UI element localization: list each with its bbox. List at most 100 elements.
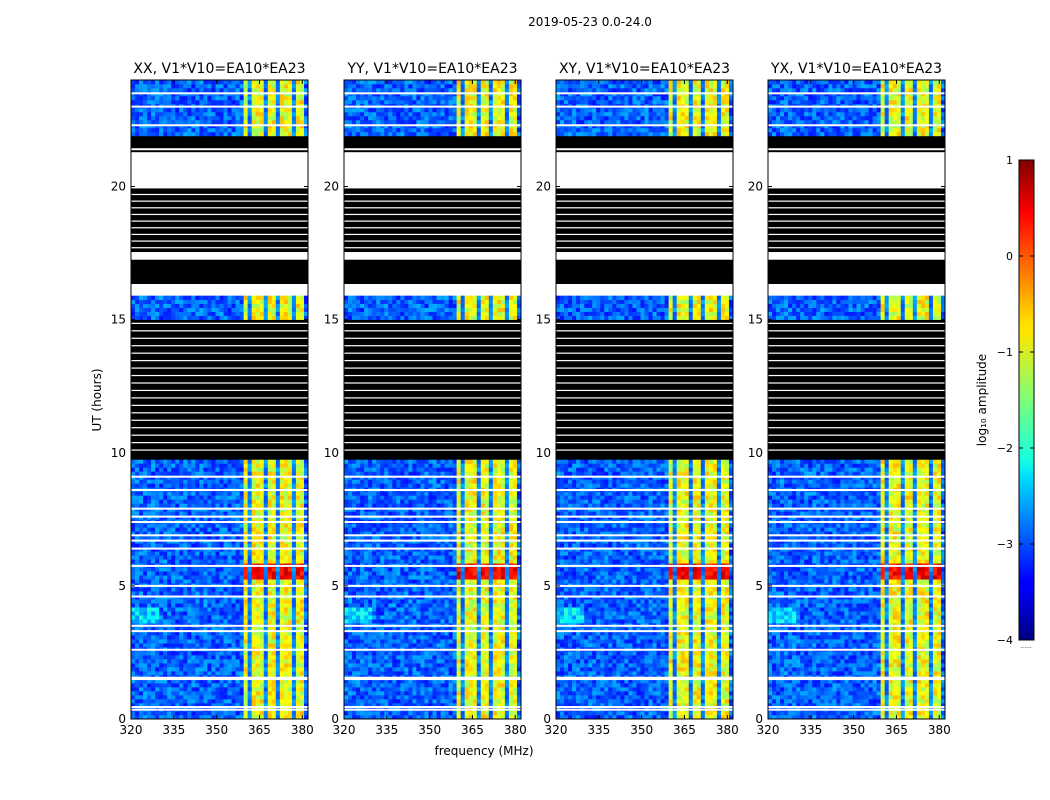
heatmap-cell — [236, 300, 240, 304]
heatmap-cell — [272, 527, 276, 531]
heatmap-cell — [288, 495, 292, 499]
heatmap-cell — [224, 663, 228, 667]
heatmap-cell — [248, 683, 252, 687]
heatmap-cell — [352, 651, 356, 655]
heatmap-cell — [151, 467, 155, 471]
heatmap-cell — [199, 543, 203, 547]
heatmap-cell — [364, 699, 368, 703]
heatmap-cell — [224, 120, 228, 124]
heatmap-cell — [179, 308, 183, 312]
heatmap-cell — [199, 695, 203, 699]
flagged-row — [131, 392, 308, 396]
heatmap-cell — [252, 663, 256, 667]
heatmap-cell — [191, 683, 195, 687]
heatmap-cell — [151, 499, 155, 503]
heatmap-cell — [199, 643, 203, 647]
heatmap-cell — [232, 80, 236, 84]
heatmap-cell — [364, 667, 368, 671]
heatmap-cell — [163, 296, 167, 300]
heatmap-cell — [224, 511, 228, 515]
heatmap-cell — [179, 495, 183, 499]
heatmap-cell — [396, 671, 400, 675]
heatmap-cell — [292, 607, 296, 611]
heatmap-cell — [155, 491, 159, 495]
heatmap-cell — [356, 639, 360, 643]
heatmap-cell — [179, 463, 183, 467]
heatmap-cell — [248, 687, 252, 691]
heatmap-cell — [296, 491, 300, 495]
heatmap-cell — [203, 116, 207, 120]
heatmap-cell — [135, 687, 139, 691]
heatmap-cell — [513, 643, 517, 647]
heatmap-cell — [147, 711, 151, 715]
heatmap-cell — [131, 300, 135, 304]
heatmap-cell — [211, 308, 215, 312]
heatmap-cell — [159, 308, 163, 312]
heatmap-cell — [147, 671, 151, 675]
heatmap-cell — [252, 587, 256, 591]
heatmap-cell — [211, 527, 215, 531]
heatmap-cell — [199, 467, 203, 471]
heatmap-cell — [276, 84, 280, 88]
heatmap-cell — [131, 555, 135, 559]
heatmap-cell — [232, 511, 236, 515]
heatmap-cell — [465, 687, 469, 691]
heatmap-cell — [220, 611, 224, 615]
heatmap-cell — [195, 132, 199, 136]
heatmap-cell — [352, 643, 356, 647]
heatmap-cell — [284, 300, 288, 304]
heatmap-cell — [248, 304, 252, 308]
heatmap-cell — [264, 316, 268, 320]
heatmap-cell — [445, 639, 449, 643]
heatmap-cell — [220, 112, 224, 116]
heatmap-cell — [288, 587, 292, 591]
heatmap-cell — [300, 699, 304, 703]
heatmap-cell — [203, 304, 207, 308]
heatmap-cell — [296, 523, 300, 527]
heatmap-cell — [135, 551, 139, 555]
heatmap-cell — [404, 687, 408, 691]
heatmap-cell — [256, 523, 260, 527]
heatmap-cell — [248, 128, 252, 132]
heatmap-cell — [248, 499, 252, 503]
heatmap-cell — [183, 100, 187, 104]
heatmap-cell — [276, 615, 280, 619]
heatmap-cell — [191, 687, 195, 691]
heatmap-cell — [207, 96, 211, 100]
heatmap-cell — [264, 571, 268, 575]
heatmap-cell — [199, 96, 203, 100]
heatmap-cell — [240, 304, 244, 308]
heatmap-cell — [292, 711, 296, 715]
heatmap-cell — [159, 659, 163, 663]
heatmap-cell — [272, 483, 276, 487]
heatmap-cell — [400, 651, 404, 655]
heatmap-cell — [424, 655, 428, 659]
heatmap-cell — [372, 619, 376, 623]
heatmap-cell — [465, 651, 469, 655]
heatmap-cell — [276, 511, 280, 515]
heatmap-cell — [437, 635, 441, 639]
heatmap-cell — [280, 695, 284, 699]
heatmap-cell — [260, 463, 264, 467]
heatmap-cell — [203, 84, 207, 88]
heatmap-cell — [236, 483, 240, 487]
heatmap-cell — [445, 671, 449, 675]
heatmap-cell — [151, 96, 155, 100]
heatmap-cell — [489, 699, 493, 703]
heatmap-cell — [167, 543, 171, 547]
heatmap-cell — [151, 523, 155, 527]
heatmap-cell — [300, 599, 304, 603]
heatmap-cell — [199, 511, 203, 515]
heatmap-cell — [232, 463, 236, 467]
heatmap-cell — [256, 643, 260, 647]
heatmap-cell — [211, 495, 215, 499]
heatmap-cell — [215, 88, 219, 92]
heatmap-cell — [260, 467, 264, 471]
heatmap-cell — [211, 571, 215, 575]
heatmap-cell — [147, 651, 151, 655]
heatmap-cell — [203, 559, 207, 563]
heatmap-cell — [489, 655, 493, 659]
heatmap-cell — [171, 112, 175, 116]
heatmap-cell — [143, 687, 147, 691]
heatmap-cell — [280, 88, 284, 92]
